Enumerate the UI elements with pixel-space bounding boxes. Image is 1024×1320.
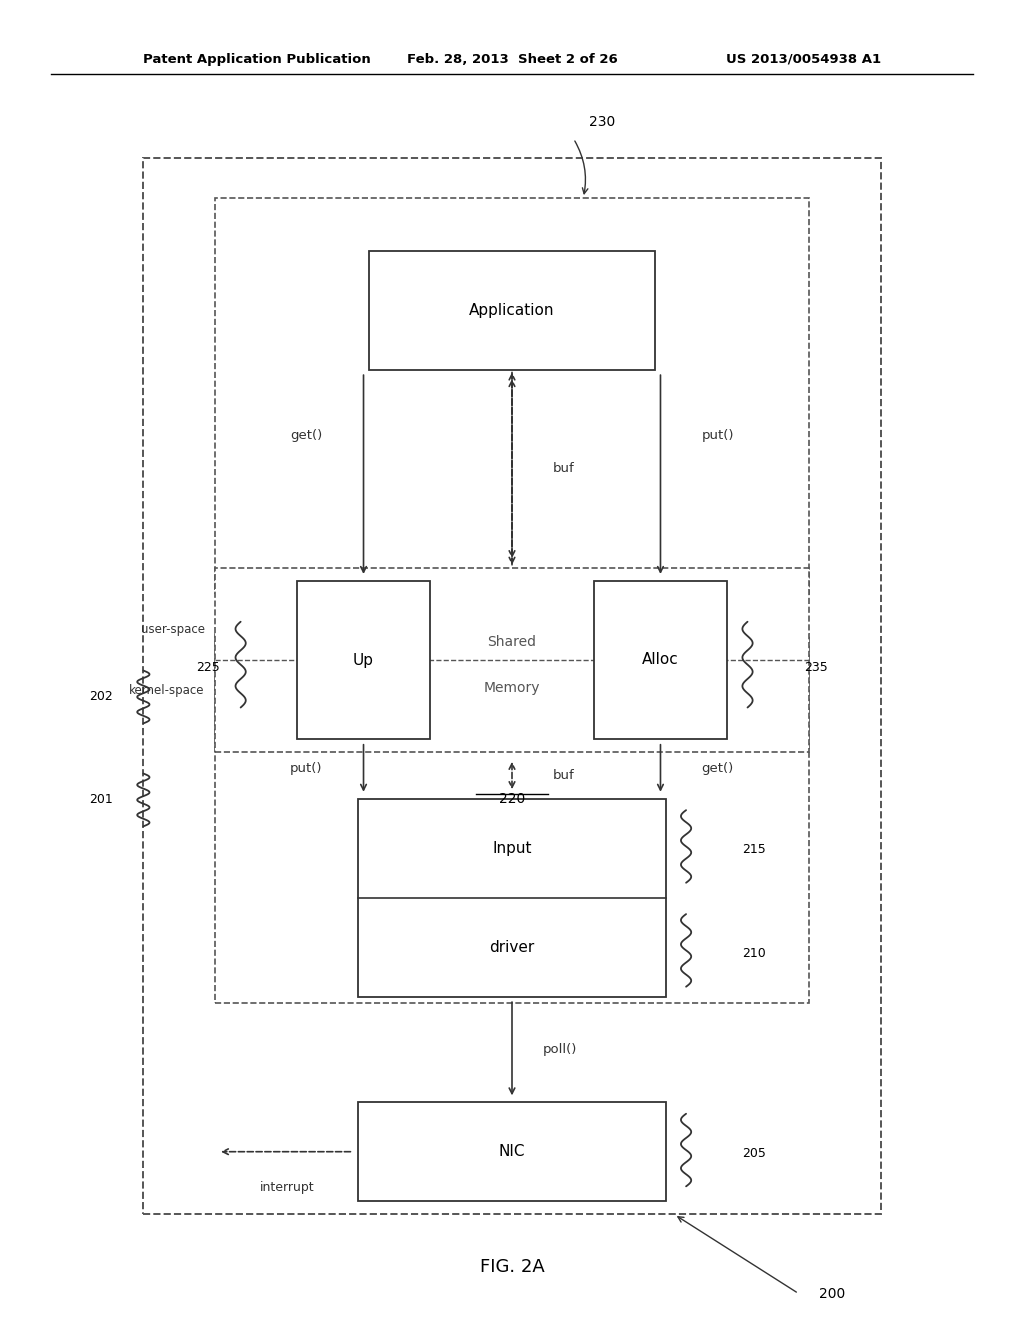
Text: driver: driver — [489, 940, 535, 954]
Text: Shared: Shared — [487, 635, 537, 648]
Text: get(): get() — [701, 763, 733, 775]
Text: 200: 200 — [819, 1287, 846, 1302]
Text: interrupt: interrupt — [259, 1180, 314, 1193]
Text: US 2013/0054938 A1: US 2013/0054938 A1 — [726, 53, 881, 66]
Text: 210: 210 — [742, 948, 766, 960]
Text: Up: Up — [353, 652, 374, 668]
Text: 230: 230 — [589, 115, 615, 129]
Text: buf: buf — [553, 462, 574, 475]
Text: NIC: NIC — [499, 1144, 525, 1159]
Bar — [369, 251, 655, 370]
Text: put(): put() — [701, 429, 734, 442]
Text: buf: buf — [553, 770, 574, 781]
Text: kernel-space: kernel-space — [129, 684, 205, 697]
Bar — [358, 799, 666, 997]
Text: 215: 215 — [742, 843, 766, 857]
Text: 201: 201 — [89, 793, 113, 807]
Text: user-space: user-space — [140, 623, 205, 636]
Bar — [143, 158, 881, 1214]
Text: 205: 205 — [742, 1147, 766, 1160]
Bar — [358, 1102, 666, 1201]
Text: Memory: Memory — [483, 681, 541, 694]
Text: FIG. 2A: FIG. 2A — [479, 1258, 545, 1276]
Text: 220: 220 — [499, 792, 525, 807]
Text: Patent Application Publication: Patent Application Publication — [143, 53, 371, 66]
Text: Application: Application — [469, 302, 555, 318]
Bar — [215, 568, 809, 752]
Text: get(): get() — [291, 429, 323, 442]
Text: Alloc: Alloc — [642, 652, 679, 668]
Text: put(): put() — [290, 763, 323, 775]
Text: poll(): poll() — [543, 1043, 578, 1056]
Text: 235: 235 — [804, 661, 827, 675]
Bar — [594, 581, 727, 739]
Bar — [215, 634, 809, 1003]
Text: Feb. 28, 2013  Sheet 2 of 26: Feb. 28, 2013 Sheet 2 of 26 — [407, 53, 617, 66]
Bar — [297, 581, 430, 739]
Text: Input: Input — [493, 841, 531, 855]
Text: 202: 202 — [89, 690, 113, 704]
Text: 225: 225 — [197, 661, 220, 675]
Bar — [215, 198, 809, 594]
